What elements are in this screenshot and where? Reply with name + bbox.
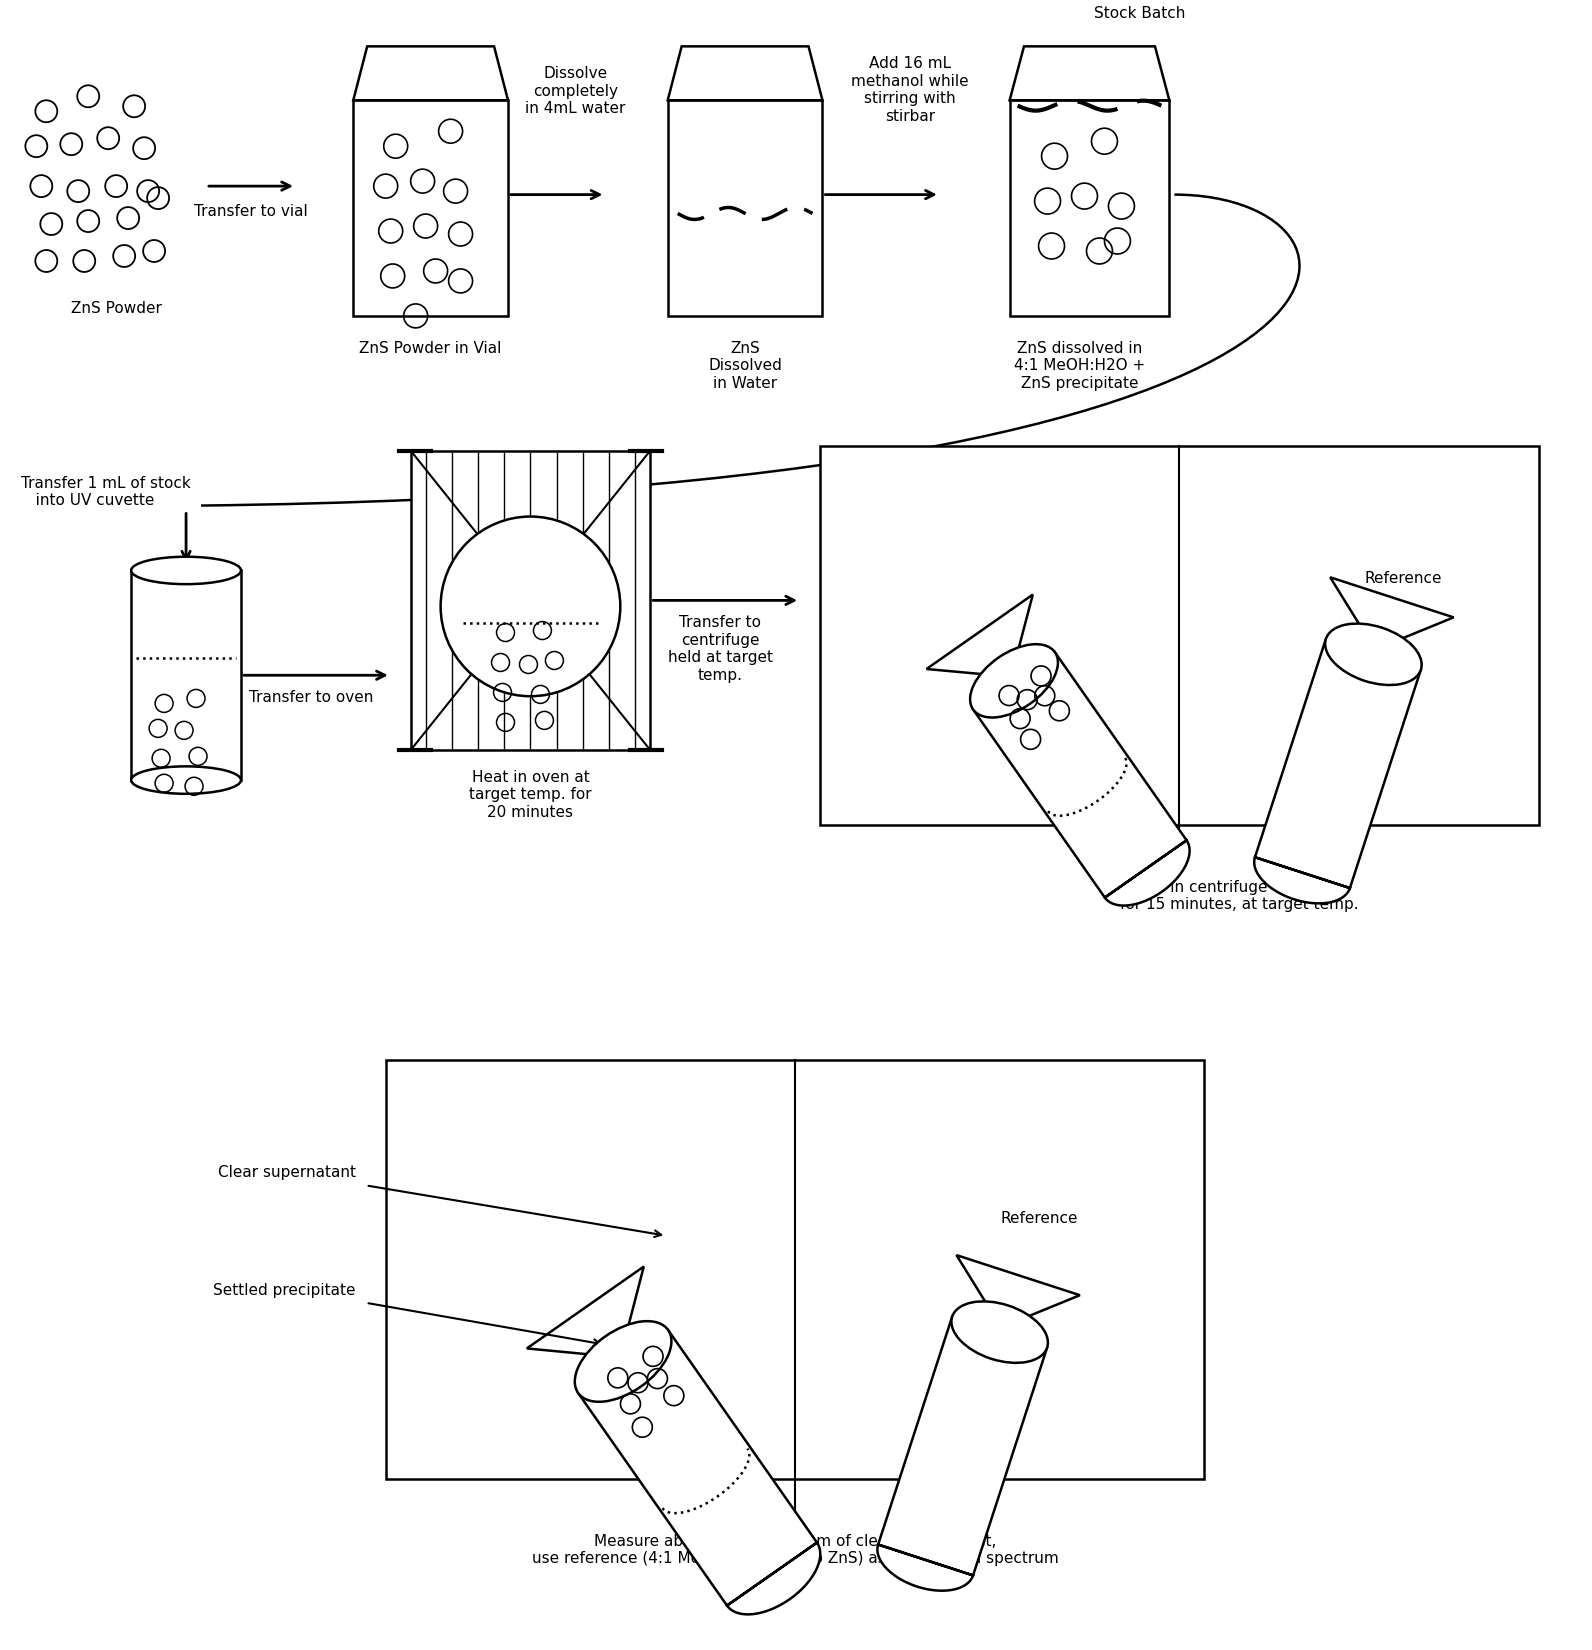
- Polygon shape: [973, 652, 1189, 906]
- Text: Stock Batch: Stock Batch: [1094, 7, 1184, 21]
- Text: Reference: Reference: [1001, 1211, 1078, 1226]
- Polygon shape: [1331, 578, 1453, 650]
- Polygon shape: [877, 1317, 1048, 1591]
- Text: Heat in oven at
target temp. for
20 minutes: Heat in oven at target temp. for 20 minu…: [470, 771, 592, 820]
- Circle shape: [441, 516, 621, 696]
- Polygon shape: [353, 101, 508, 315]
- Ellipse shape: [131, 556, 240, 584]
- Ellipse shape: [1325, 624, 1422, 685]
- Ellipse shape: [952, 1302, 1048, 1363]
- Ellipse shape: [131, 766, 240, 794]
- Polygon shape: [667, 46, 823, 101]
- Ellipse shape: [575, 1322, 672, 1402]
- Text: ZnS Powder in Vial: ZnS Powder in Vial: [360, 342, 501, 356]
- Polygon shape: [1254, 639, 1422, 904]
- Text: Dissolve
completely
in 4mL water: Dissolve completely in 4mL water: [525, 66, 626, 116]
- Text: ZnS Powder: ZnS Powder: [70, 300, 162, 315]
- Polygon shape: [131, 571, 240, 780]
- Text: Transfer to oven: Transfer to oven: [248, 690, 373, 705]
- Text: Measure absorbance spectrum of clear supernatant,
use reference (4:1 MeOH:H2O wi: Measure absorbance spectrum of clear sup…: [532, 1534, 1059, 1566]
- Polygon shape: [667, 101, 823, 315]
- Polygon shape: [1009, 46, 1170, 101]
- Text: Add 16 mL
methanol while
stirring with
stirbar: Add 16 mL methanol while stirring with s…: [852, 56, 968, 124]
- Polygon shape: [527, 1267, 643, 1358]
- Polygon shape: [1009, 101, 1170, 315]
- Polygon shape: [820, 446, 1539, 825]
- Text: Transfer to vial: Transfer to vial: [194, 205, 307, 219]
- Text: Transfer to
centrifuge
held at target
temp.: Transfer to centrifuge held at target te…: [667, 615, 772, 683]
- Polygon shape: [353, 46, 508, 101]
- Text: Clear supernatant: Clear supernatant: [218, 1165, 355, 1180]
- Text: Settled precipitate: Settled precipitate: [213, 1282, 355, 1297]
- Polygon shape: [385, 1059, 1204, 1478]
- Text: Reference: Reference: [1364, 571, 1442, 586]
- Polygon shape: [957, 1256, 1079, 1327]
- Polygon shape: [927, 594, 1033, 676]
- Text: ZnS
Dissolved
in Water: ZnS Dissolved in Water: [708, 342, 782, 391]
- Text: Spin in centrifuge 6500 rpm
for 15 minutes, at target temp.: Spin in centrifuge 6500 rpm for 15 minut…: [1119, 879, 1358, 912]
- Polygon shape: [411, 450, 650, 751]
- Ellipse shape: [970, 644, 1059, 718]
- Polygon shape: [578, 1330, 820, 1614]
- Text: ZnS dissolved in
4:1 MeOH:H2O +
ZnS precipitate: ZnS dissolved in 4:1 MeOH:H2O + ZnS prec…: [1014, 342, 1145, 391]
- Text: Transfer 1 mL of stock
   into UV cuvette: Transfer 1 mL of stock into UV cuvette: [21, 475, 191, 508]
